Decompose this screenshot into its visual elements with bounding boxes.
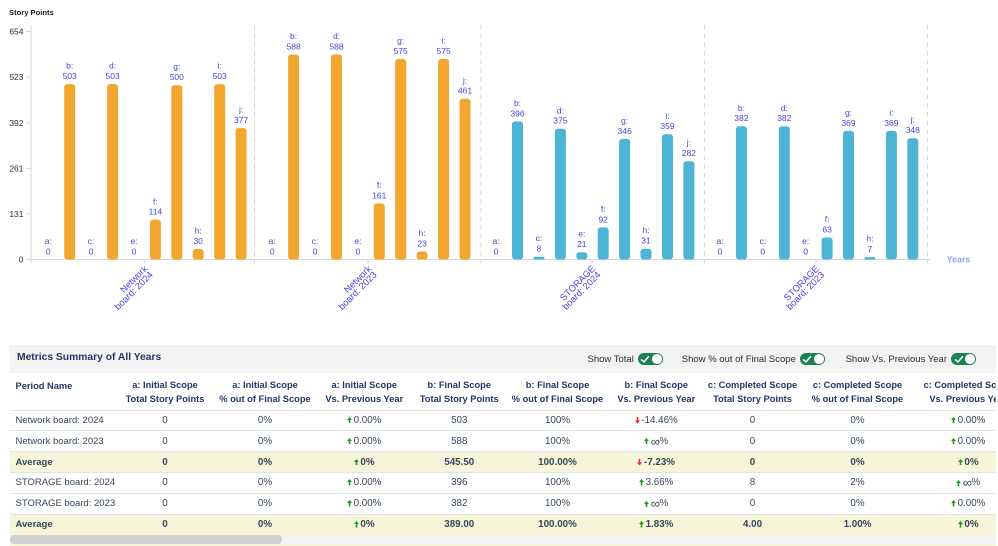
svg-text:a:: a: xyxy=(269,236,276,246)
svg-text:359: 359 xyxy=(660,121,674,131)
svg-text:0: 0 xyxy=(718,246,723,256)
svg-text:c:: c: xyxy=(88,236,95,246)
svg-text:114: 114 xyxy=(149,207,163,217)
svg-text:Years: Years xyxy=(947,254,971,264)
svg-text:g:: g: xyxy=(621,115,628,125)
svg-text:i:: i: xyxy=(665,111,669,121)
svg-text:b:: b: xyxy=(66,61,73,71)
svg-text:c:: c: xyxy=(759,236,766,246)
svg-text:a:: a: xyxy=(716,236,723,246)
svg-text:e:: e: xyxy=(578,229,585,239)
svg-text:377: 377 xyxy=(234,115,248,125)
svg-text:e:: e: xyxy=(354,236,361,246)
svg-text:b:: b: xyxy=(738,103,745,113)
svg-text:0: 0 xyxy=(89,246,94,256)
svg-text:j:: j: xyxy=(686,138,691,148)
svg-text:0: 0 xyxy=(270,246,275,256)
svg-text:j:: j: xyxy=(462,75,467,85)
svg-text:f:: f: xyxy=(153,196,158,206)
svg-text:c:: c: xyxy=(312,236,319,246)
svg-text:346: 346 xyxy=(618,126,632,136)
svg-text:h:: h: xyxy=(419,228,426,238)
svg-text:0: 0 xyxy=(313,246,318,256)
svg-text:b:: b: xyxy=(514,98,521,108)
svg-text:b:: b: xyxy=(290,31,297,41)
svg-text:261: 261 xyxy=(9,164,23,174)
svg-text:575: 575 xyxy=(394,46,408,56)
svg-text:0: 0 xyxy=(356,246,361,256)
svg-text:f:: f: xyxy=(601,204,606,214)
svg-text:i:: i: xyxy=(441,36,445,46)
svg-text:7: 7 xyxy=(868,244,873,254)
svg-text:0: 0 xyxy=(494,246,499,256)
svg-text:382: 382 xyxy=(777,113,791,123)
svg-text:575: 575 xyxy=(437,46,451,56)
svg-text:g:: g: xyxy=(397,36,404,46)
svg-text:523: 523 xyxy=(9,72,23,82)
svg-text:503: 503 xyxy=(63,71,77,81)
svg-text:21: 21 xyxy=(577,239,587,249)
svg-text:654: 654 xyxy=(9,27,23,37)
svg-text:369: 369 xyxy=(841,118,855,128)
svg-text:j:: j: xyxy=(910,115,915,125)
svg-text:e:: e: xyxy=(802,236,809,246)
svg-text:392: 392 xyxy=(9,118,23,128)
svg-text:282: 282 xyxy=(682,148,696,158)
svg-text:d:: d: xyxy=(557,105,564,115)
svg-text:369: 369 xyxy=(884,118,898,128)
svg-text:503: 503 xyxy=(213,71,227,81)
svg-text:d:: d: xyxy=(109,61,116,71)
svg-text:500: 500 xyxy=(170,72,184,82)
svg-text:161: 161 xyxy=(372,190,386,200)
svg-text:i:: i: xyxy=(889,107,893,117)
svg-text:a:: a: xyxy=(45,236,52,246)
svg-text:j:: j: xyxy=(238,105,243,115)
svg-text:g:: g: xyxy=(845,107,852,117)
svg-text:h:: h: xyxy=(642,225,649,235)
svg-text:396: 396 xyxy=(510,108,524,118)
svg-text:503: 503 xyxy=(106,71,120,81)
svg-text:31: 31 xyxy=(641,236,651,246)
svg-text:e:: e: xyxy=(130,236,137,246)
svg-text:382: 382 xyxy=(734,113,748,123)
svg-text:0: 0 xyxy=(760,246,765,256)
svg-text:d:: d: xyxy=(781,103,788,113)
svg-text:63: 63 xyxy=(822,224,832,234)
svg-text:348: 348 xyxy=(906,125,920,135)
svg-text:f:: f: xyxy=(825,214,830,224)
svg-text:0: 0 xyxy=(803,246,808,256)
svg-text:8: 8 xyxy=(537,244,542,254)
svg-text:92: 92 xyxy=(598,214,608,224)
svg-text:h:: h: xyxy=(195,226,202,236)
svg-text:i:: i: xyxy=(218,61,222,71)
svg-text:588: 588 xyxy=(287,41,301,51)
svg-text:0: 0 xyxy=(19,255,24,265)
svg-text:c:: c: xyxy=(536,233,543,243)
svg-text:375: 375 xyxy=(553,116,567,126)
svg-text:461: 461 xyxy=(458,86,472,96)
svg-text:h:: h: xyxy=(866,234,873,244)
svg-text:588: 588 xyxy=(329,41,343,51)
svg-text:0: 0 xyxy=(46,246,51,256)
svg-text:30: 30 xyxy=(193,236,203,246)
svg-text:a:: a: xyxy=(493,236,500,246)
svg-text:Story Points: Story Points xyxy=(9,8,54,17)
svg-text:131: 131 xyxy=(9,209,23,219)
svg-text:23: 23 xyxy=(417,238,427,248)
svg-text:f:: f: xyxy=(377,180,382,190)
svg-text:g:: g: xyxy=(173,62,180,72)
svg-text:0: 0 xyxy=(132,246,137,256)
svg-text:d:: d: xyxy=(333,31,340,41)
